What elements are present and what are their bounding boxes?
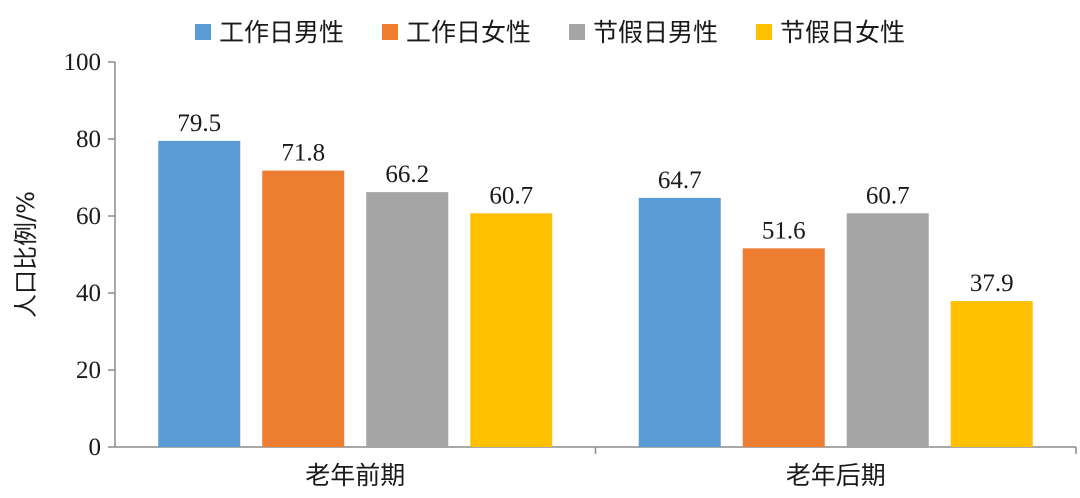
bar (366, 192, 449, 447)
data-label: 64.7 (658, 167, 702, 194)
legend-swatch (569, 24, 585, 40)
bar (950, 301, 1033, 447)
data-label: 51.6 (762, 217, 806, 244)
y-axis: 0 20 40 60 80 100 (64, 49, 116, 461)
bar (470, 213, 553, 447)
data-label: 60.7 (489, 182, 533, 209)
y-tick-label: 0 (89, 434, 102, 461)
x-category-label: 老年前期 (305, 461, 405, 490)
bar (742, 248, 825, 447)
legend-label: 工作日女性 (406, 18, 531, 47)
data-label: 60.7 (866, 182, 910, 209)
legend-label: 节假日男性 (593, 18, 718, 47)
legend-label: 工作日男性 (219, 18, 344, 47)
bar (158, 140, 241, 448)
bar (846, 213, 929, 447)
x-category-label: 老年后期 (786, 461, 886, 490)
bar (638, 197, 721, 447)
y-tick-label: 60 (76, 203, 101, 230)
y-tick-label: 20 (76, 357, 101, 384)
legend-label: 节假日女性 (780, 18, 905, 47)
y-tick-label: 40 (76, 280, 101, 307)
data-label: 79.5 (177, 110, 221, 137)
legend-swatch (195, 24, 211, 40)
y-tick-label: 100 (64, 49, 102, 76)
y-tick-label: 80 (76, 126, 101, 153)
data-label: 71.8 (281, 140, 325, 167)
x-axis: 老年前期 老年后期 (115, 446, 1077, 490)
legend-swatch (382, 24, 398, 40)
bars (158, 140, 1033, 448)
data-label: 37.9 (970, 270, 1014, 297)
legend: 工作日男性 工作日女性 节假日男性 节假日女性 (195, 18, 905, 47)
data-label: 66.2 (385, 161, 429, 188)
y-axis-title: 人口比例/% (12, 191, 40, 318)
bar (262, 170, 345, 447)
legend-swatch (756, 24, 772, 40)
data-labels: 79.5 71.8 66.2 60.7 64.7 51.6 60.7 37.9 (177, 110, 1013, 297)
